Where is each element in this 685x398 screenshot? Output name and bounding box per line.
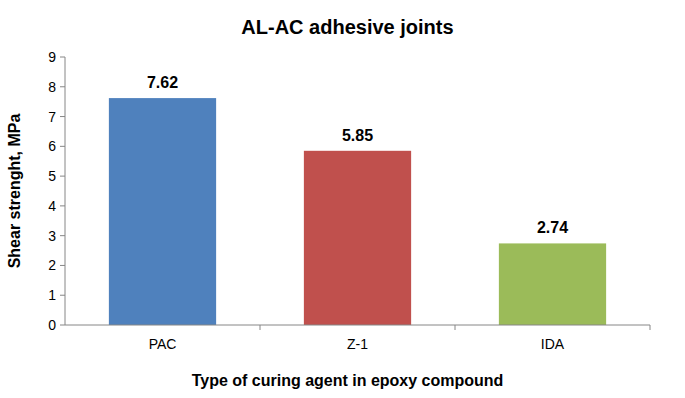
x-axis-title: Type of curing agent in epoxy compound	[192, 372, 504, 389]
y-tick	[60, 146, 65, 147]
x-tick	[650, 325, 651, 330]
x-axis-line	[65, 325, 650, 326]
y-tick-label: 5	[48, 168, 56, 184]
data-label: 2.74	[537, 219, 568, 236]
bar	[304, 151, 411, 325]
chart-container: AL-AC adhesive joints 0 1 2 3 4 5 6 7 8 9 PAC Z-1 IDA…	[0, 0, 685, 398]
y-tick-label: 3	[48, 228, 56, 244]
y-tick-label: 1	[48, 287, 56, 303]
x-tick	[455, 325, 456, 330]
y-axis-title: Shear strenght, MPa	[6, 114, 23, 269]
y-axis-line	[65, 57, 66, 325]
y-tick	[60, 265, 65, 266]
y-tick-label: 4	[48, 198, 56, 214]
page: {"chart_data": {"type": "bar", "title": …	[0, 0, 685, 398]
y-tick	[60, 57, 65, 58]
y-tick	[60, 295, 65, 296]
x-tick-label: IDA	[541, 336, 565, 352]
y-tick-label: 7	[48, 109, 56, 125]
data-label: 5.85	[342, 127, 373, 144]
bar	[109, 98, 216, 325]
bar	[499, 243, 606, 325]
y-tick	[60, 86, 65, 87]
y-tick	[60, 205, 65, 206]
y-tick-label: 9	[48, 49, 56, 65]
x-tick-label: PAC	[149, 336, 177, 352]
title: AL-AC adhesive joints	[241, 16, 453, 38]
data-label: 7.62	[147, 74, 178, 91]
y-tick-label: 2	[48, 257, 56, 273]
y-tick-label: 0	[48, 317, 56, 333]
y-tick	[60, 176, 65, 177]
y-tick-label: 8	[48, 79, 56, 95]
x-tick-label: Z-1	[347, 336, 368, 352]
chart-svg: AL-AC adhesive joints 0 1 2 3 4 5 6 7 8 9 PAC Z-1 IDA…	[0, 0, 685, 398]
y-tick	[60, 325, 65, 326]
y-tick-label: 6	[48, 138, 56, 154]
y-tick	[60, 116, 65, 117]
x-tick	[260, 325, 261, 330]
y-tick	[60, 235, 65, 236]
bars	[109, 98, 606, 325]
